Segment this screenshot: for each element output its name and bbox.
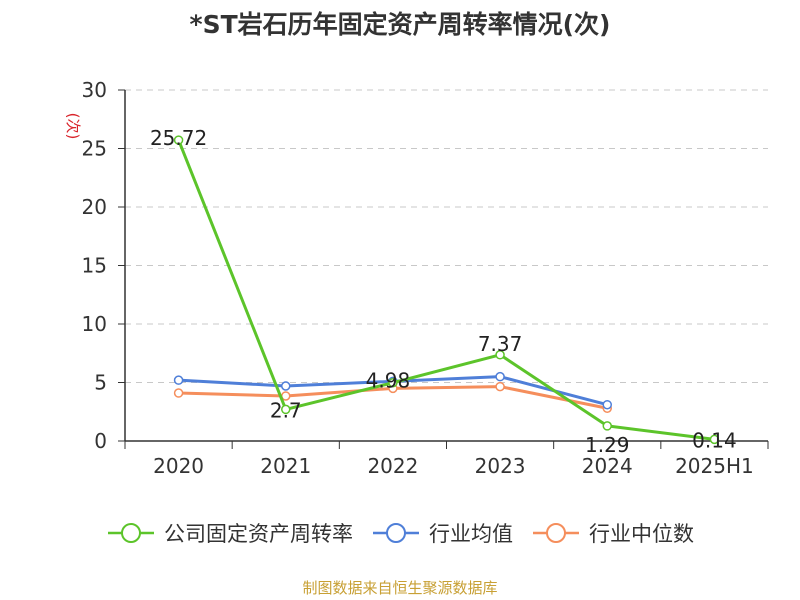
data-label: 2.7 [270,398,302,422]
chart-legend: 公司固定资产周转率 行业均值 行业中位数 [0,518,800,548]
data-label: 25.72 [150,126,207,150]
x-tick-label: 2022 [367,454,418,478]
legend-marker [386,523,406,543]
y-tick-label: 25 [82,137,107,161]
data-point [173,375,184,385]
y-tick-label: 20 [82,195,107,219]
y-tick-label: 10 [82,312,107,336]
data-label: 4.98 [366,369,411,393]
data-label: 1.29 [585,433,630,457]
data-point [281,381,291,391]
data-label: 0.14 [692,428,737,452]
data-point [495,371,505,382]
legend-item-industry-mean[interactable]: 行业均值 [371,518,513,548]
y-tick-label: 5 [94,371,107,395]
data-source-note: 制图数据来自恒生聚源数据库 [302,579,498,597]
data-point [709,434,720,445]
chart-title: *ST岩石历年固定资产周转率情况(次) [189,10,611,39]
series-line [177,139,715,441]
data-point [173,388,184,398]
y-axis-label: (次) [64,113,82,140]
data-point [495,381,505,392]
data-point [281,404,291,415]
x-tick-label: 2025H1 [675,454,754,478]
legend-item-industry-median[interactable]: 行业中位数 [531,518,694,548]
x-tick-label: 2024 [582,454,633,478]
data-point [495,350,505,360]
data-label: 7.37 [478,332,523,356]
legend-label-industry-mean: 行业均值 [429,522,513,546]
y-tick-label: 30 [82,78,107,102]
legend-swatch-company [108,523,154,543]
data-point [602,399,612,410]
legend-label-company: 公司固定资产周转率 [164,522,353,546]
legend-swatch-industry-median [533,523,579,543]
x-tick-label: 2023 [475,454,526,478]
legend-swatch-industry-mean [373,523,419,543]
legend-marker [546,523,566,543]
y-tick-label: 15 [82,254,107,278]
y-tick-label: 0 [94,429,107,453]
data-point [602,421,612,431]
data-point [388,377,398,388]
legend-item-company[interactable]: 公司固定资产周转率 [106,518,353,548]
legend-label-industry-median: 行业中位数 [589,522,694,546]
x-tick-label: 2021 [260,454,311,478]
legend-marker [121,523,141,543]
x-tick-label: 2020 [153,454,204,478]
data-point [173,135,184,145]
